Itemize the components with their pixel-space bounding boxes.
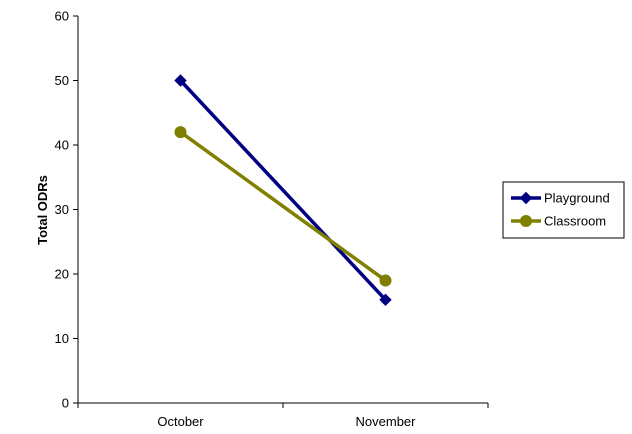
data-point-classroom: [379, 274, 392, 287]
data-point-classroom: [174, 126, 187, 139]
y-tick-label: 0: [62, 396, 69, 411]
series-line-playground: [179, 79, 387, 301]
legend-label: Playground: [544, 191, 610, 206]
legend-swatch-marker: [520, 215, 532, 227]
data-point-playground: [379, 293, 392, 307]
y-tick-label: 60: [55, 9, 69, 24]
legend-label: Classroom: [544, 214, 606, 229]
x-tick-label: November: [356, 414, 417, 429]
y-tick-label: 30: [55, 202, 69, 217]
y-tick-label: 20: [55, 267, 69, 282]
series-classroom: [174, 126, 392, 287]
y-axis-title: Total ODRs: [35, 175, 50, 245]
legend-swatch-marker: [519, 191, 533, 205]
series-layer: [174, 74, 392, 307]
legend-box: [502, 181, 625, 239]
y-tick-label: 40: [55, 138, 69, 153]
legend-item-playground: Playground: [511, 191, 610, 206]
data-point-playground: [174, 74, 187, 87]
y-tick-label: 10: [55, 331, 69, 346]
legend: Playground Classroom: [502, 181, 625, 239]
x-tick-label: October: [157, 414, 204, 429]
legend-item-classroom: Classroom: [511, 214, 606, 229]
y-tick-label: 50: [55, 73, 69, 88]
axes: 0 10 20 30 40 50 60 October November: [55, 9, 489, 429]
series-line-classroom: [179, 130, 387, 282]
series-playground: [174, 74, 392, 307]
